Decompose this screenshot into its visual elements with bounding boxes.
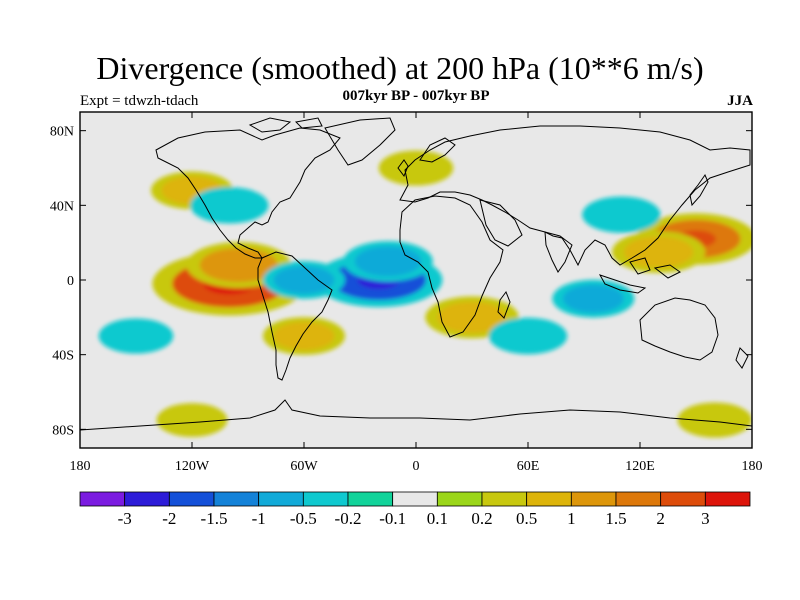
colorbar-swatch xyxy=(615,491,662,507)
field-feature xyxy=(687,407,743,433)
coastline-africa xyxy=(399,195,504,338)
colorbar-swatch xyxy=(347,491,394,507)
coastline-greenland xyxy=(324,117,396,166)
colorbar-label: -1.5 xyxy=(201,509,228,528)
field-feature xyxy=(273,266,335,294)
coastline-australia xyxy=(639,297,719,361)
coastline-british-isles xyxy=(397,159,409,178)
y-tick-label: 40S xyxy=(52,349,74,364)
y-tick-label: 40N xyxy=(50,199,74,214)
colorbar-label: 1 xyxy=(567,509,576,528)
colorbar-swatch xyxy=(168,491,215,507)
map-plot-area xyxy=(79,111,753,449)
colorbar-label: 1.5 xyxy=(605,509,626,528)
latitude-axis: 80N 40N 0 40S 80S xyxy=(50,125,752,438)
season-label: JJA xyxy=(727,93,753,109)
colorbar-swatch xyxy=(570,491,617,507)
coastline-arctic-islands xyxy=(248,117,323,133)
coastline-japan xyxy=(689,173,709,207)
colorbar-swatch xyxy=(481,491,528,507)
field-feature xyxy=(273,322,335,350)
experiment-label: Expt = tdwzh-tdach xyxy=(80,93,199,109)
x-tick-label: 60E xyxy=(517,459,540,474)
colorbar-label: 2 xyxy=(656,509,665,528)
field-feature xyxy=(624,236,694,268)
field-feature xyxy=(354,246,422,277)
coastline-madagascar xyxy=(497,290,511,319)
colorbar-label: 0.1 xyxy=(427,509,448,528)
colorbar-swatch xyxy=(392,491,438,507)
x-tick-label: 180 xyxy=(70,459,91,474)
coastline-eurasia xyxy=(399,125,751,267)
x-tick-label: 180 xyxy=(742,459,763,474)
colorbar-swatch xyxy=(526,491,572,507)
colorbar-label: 0.5 xyxy=(516,509,537,528)
coastline-indonesia xyxy=(598,257,681,294)
colorbar-label: -0.2 xyxy=(335,509,362,528)
y-tick-label: 80S xyxy=(52,423,74,438)
field-feature xyxy=(165,407,219,433)
field-feature xyxy=(108,323,164,349)
colorbar-label: 0.2 xyxy=(471,509,492,528)
colorbar-swatch xyxy=(79,491,126,507)
colorbar-swatch xyxy=(302,491,349,507)
colorbar: -3 -2 -1.5 -1 -0.5 -0.2 -0.1 0.1 0.2 0.5 1 1.5 2 3 xyxy=(79,491,751,528)
coastline-antarctica xyxy=(80,399,752,431)
x-tick-label: 120W xyxy=(175,459,210,474)
longitude-axis: 180 120W 60W 0 60E 120E 180 xyxy=(70,112,763,474)
colorbar-label: -0.1 xyxy=(379,509,406,528)
x-tick-label: 60W xyxy=(290,459,318,474)
period-label: 007kyr BP - 007kyr BP xyxy=(342,88,490,104)
coastline-new-zealand xyxy=(735,347,749,369)
y-tick-label: 80N xyxy=(50,125,74,140)
colorbar-label: 3 xyxy=(701,509,710,528)
colorbar-label: -1 xyxy=(252,509,266,528)
coastline-india xyxy=(544,231,573,273)
colorbar-swatch xyxy=(258,491,304,507)
colorbar-label: -3 xyxy=(118,509,132,528)
x-tick-label: 0 xyxy=(413,459,420,474)
x-tick-label: 120E xyxy=(625,459,655,474)
colorbar-label: -2 xyxy=(162,509,176,528)
colorbar-swatch xyxy=(436,491,483,507)
colorbar-swatch xyxy=(124,491,170,507)
field-feature xyxy=(592,201,651,229)
field-feature xyxy=(437,301,507,333)
field-feature xyxy=(562,284,624,313)
coastlines xyxy=(80,117,752,431)
coastline-scandinavia xyxy=(419,137,456,163)
colorbar-swatch xyxy=(704,491,751,507)
map-title: Divergence (smoothed) at 200 hPa (10**6 … xyxy=(96,50,704,86)
coastline-south-america xyxy=(257,251,333,381)
coastline-arabia xyxy=(479,199,523,247)
field-feature xyxy=(200,191,259,219)
y-tick-label: 0 xyxy=(67,274,74,289)
colorbar-label: -0.5 xyxy=(290,509,317,528)
colorbar-swatch xyxy=(660,491,706,507)
coastline-north-america xyxy=(155,127,341,259)
colorbar-swatch xyxy=(213,491,260,507)
field-feature xyxy=(499,322,557,350)
